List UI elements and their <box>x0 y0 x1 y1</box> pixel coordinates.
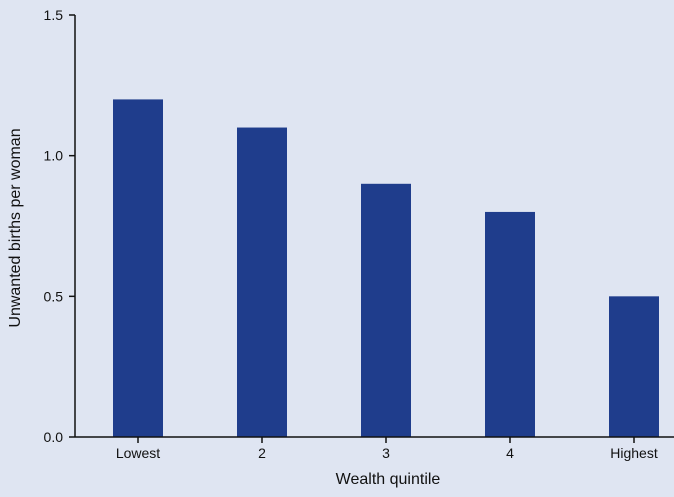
y-tick-label: 1.0 <box>44 148 64 164</box>
bar-1 <box>113 99 163 438</box>
x-tick-label: 3 <box>382 445 390 461</box>
axes-group <box>74 15 674 438</box>
y-tick-label: 0.5 <box>44 288 64 304</box>
bar-3 <box>361 183 411 437</box>
y-ticks-group: 0.0 0.5 1.0 1.5 <box>44 7 75 445</box>
bar-2 <box>237 127 287 438</box>
x-axis-title: Wealth quintile <box>336 471 441 488</box>
y-tick-label: 0.0 <box>44 429 64 445</box>
y-tick-label: 1.5 <box>44 7 64 23</box>
x-tick-label: Lowest <box>116 445 160 461</box>
x-tick-label: Highest <box>610 445 658 461</box>
x-ticks-group: Lowest 2 3 4 Highest <box>116 437 658 461</box>
bars-group <box>113 99 659 438</box>
bar-5 <box>609 296 659 437</box>
x-tick-label: 2 <box>258 445 266 461</box>
y-axis-title: Unwanted births per woman <box>7 128 24 327</box>
x-tick-label: 4 <box>506 445 514 461</box>
bar-4 <box>485 211 535 437</box>
